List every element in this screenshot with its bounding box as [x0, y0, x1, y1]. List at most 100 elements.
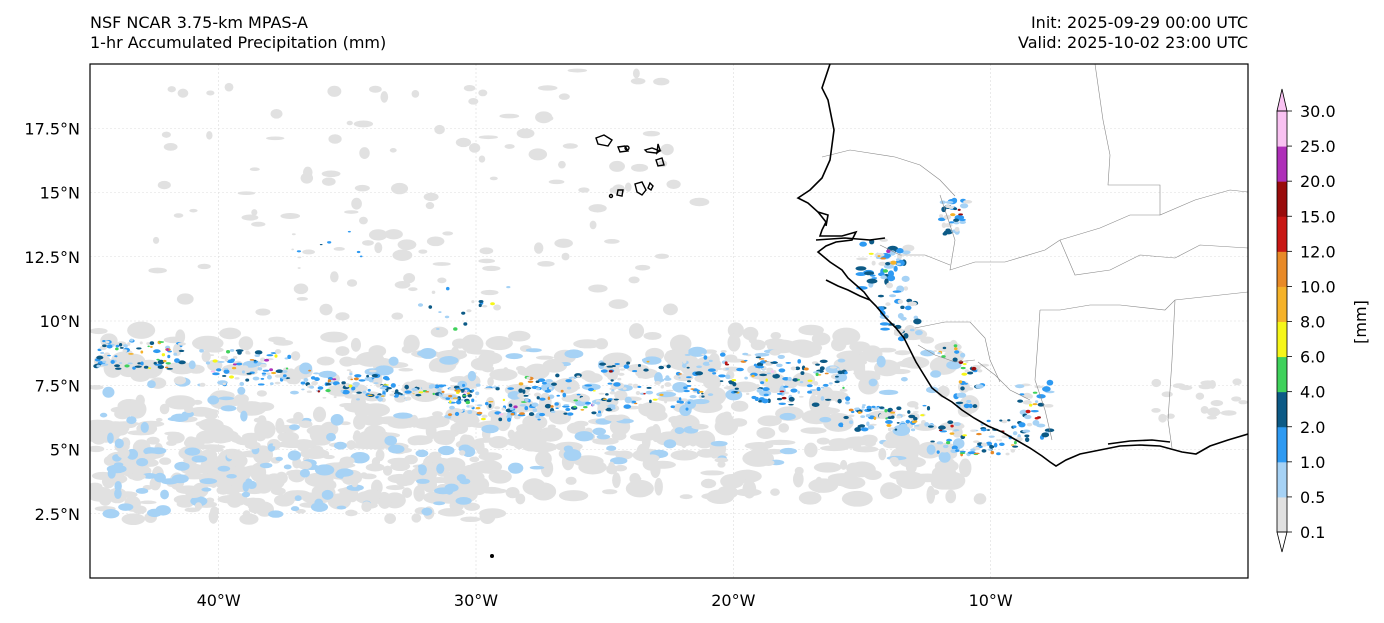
- precip-cell: [483, 466, 498, 473]
- precip-cell: [408, 287, 418, 292]
- precip-cell: [121, 513, 146, 526]
- precip-cell: [114, 488, 122, 500]
- precip-cell: [578, 187, 590, 193]
- precip-cell: [1024, 434, 1030, 438]
- precip-cell: [328, 134, 342, 144]
- precip-cell: [776, 392, 783, 395]
- precip-cell: [394, 473, 405, 479]
- precip-cell: [854, 407, 861, 411]
- precip-cell: [1010, 444, 1015, 446]
- precip-cell: [466, 392, 470, 395]
- precip-cell: [114, 408, 131, 420]
- precip-cell: [428, 386, 434, 389]
- precip-cell: [478, 299, 484, 303]
- coastline: [796, 64, 1248, 467]
- precip-cell: [479, 247, 494, 255]
- precip-cell: [610, 379, 614, 382]
- precip-cell: [369, 85, 382, 93]
- precip-cell: [848, 408, 854, 412]
- precip-cell: [646, 410, 668, 422]
- precip-cell: [259, 363, 267, 368]
- precip-cell: [348, 384, 353, 388]
- precip-cell: [954, 226, 960, 232]
- precip-cell: [845, 396, 851, 402]
- border-liberia: [977, 361, 1031, 401]
- precip-cell: [310, 432, 321, 442]
- precip-cell: [609, 387, 617, 391]
- precip-cell: [102, 344, 107, 348]
- precip-cell: [696, 365, 702, 369]
- precip-cell: [374, 242, 383, 254]
- precip-cell: [1046, 379, 1054, 386]
- precip-cell: [365, 463, 385, 472]
- precip-cell: [419, 347, 437, 359]
- precip-cell: [527, 393, 531, 396]
- precip-cell: [397, 242, 412, 247]
- precip-cell: [356, 250, 361, 254]
- precip-cell: [883, 264, 895, 269]
- precip-cell: [332, 378, 337, 381]
- precip-cell: [531, 402, 539, 407]
- precip-cell: [967, 451, 976, 455]
- colorbar-segment: [1277, 146, 1287, 182]
- precip-cell: [980, 428, 988, 432]
- precip-cell: [656, 391, 677, 398]
- ghana-coast-detail: [1107, 439, 1171, 445]
- precip-cell: [489, 176, 498, 181]
- colorbar: 0.1 0.5 1.0 2.0 4.0 6.0 8.0 10.0 12.0 15.0 20.0 25.…: [1276, 88, 1336, 553]
- border-burkina: [1059, 239, 1248, 276]
- precip-cell: [134, 365, 142, 368]
- border-sierra-leone: [917, 344, 976, 363]
- precip-cell: [643, 392, 646, 395]
- precip-cell: [903, 286, 909, 291]
- precip-cell: [770, 488, 780, 496]
- precip-cell: [519, 412, 525, 415]
- precip-cell: [900, 316, 907, 321]
- precip-cell: [1166, 413, 1175, 419]
- precip-cell: [744, 359, 748, 362]
- precip-cell: [114, 364, 121, 368]
- precip-cell: [135, 394, 145, 407]
- precip-cell: [344, 210, 359, 214]
- precip-cell: [329, 381, 334, 384]
- precip-cell: [232, 363, 237, 366]
- precip-cell: [816, 437, 830, 445]
- precip-cell: [653, 77, 670, 86]
- precip-cell: [126, 416, 137, 425]
- precip-cell: [185, 491, 202, 498]
- precip-cell: [999, 442, 1005, 447]
- precip-cell: [346, 369, 352, 372]
- precip-cell: [788, 396, 795, 402]
- precip-cell: [362, 390, 367, 394]
- precip-cell: [265, 372, 271, 375]
- precip-cell: [988, 448, 992, 451]
- precip-cell: [454, 350, 467, 355]
- precip-cell: [297, 267, 301, 269]
- precip-cell: [520, 401, 527, 403]
- precip-cell: [327, 241, 332, 244]
- precip-cell: [383, 384, 389, 386]
- precip-cell: [764, 439, 796, 446]
- precip-cell: [210, 506, 219, 516]
- precip-cell: [90, 327, 108, 335]
- precip-cell: [988, 435, 995, 438]
- precip-cell: [380, 371, 385, 375]
- cape-verde-islands: [595, 134, 665, 199]
- precip-cell: [167, 350, 172, 353]
- precip-cell: [253, 359, 257, 362]
- precip-cell: [972, 404, 978, 409]
- precip-cell: [237, 386, 246, 395]
- precip-cell: [1030, 409, 1039, 413]
- precip-cell: [254, 350, 263, 355]
- precip-cell: [245, 378, 250, 382]
- precip-cell: [239, 450, 268, 458]
- precip-cell: [262, 369, 270, 372]
- precip-cell: [558, 490, 589, 502]
- precip-cell: [857, 411, 861, 415]
- precip-cell: [608, 299, 629, 309]
- senegal-cap-vert: [817, 211, 829, 227]
- precip-cell: [581, 373, 597, 380]
- precip-cell: [544, 403, 552, 409]
- precip-cell: [166, 440, 177, 446]
- precip-cell: [613, 398, 619, 401]
